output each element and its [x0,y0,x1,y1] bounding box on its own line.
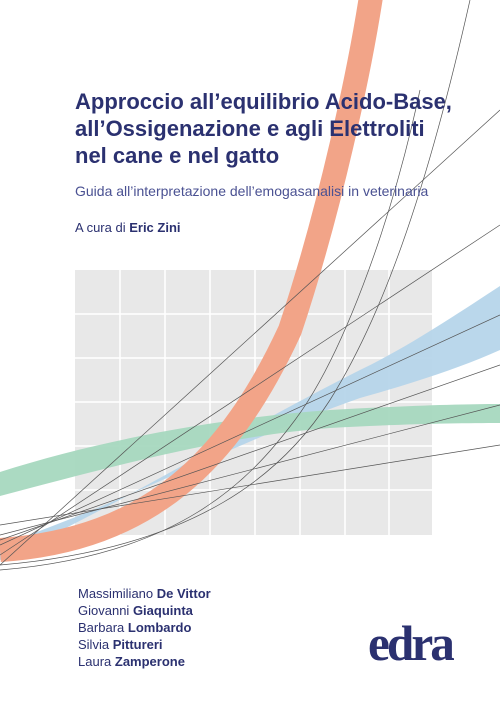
publisher-logo: edra [368,615,454,670]
author-item: Barbara Lombardo [78,619,211,636]
author-first-name: Giovanni [78,603,130,618]
author-first-name: Silvia [78,637,110,652]
title-line: Approccio all’equilibrio Acido-Base, [75,89,452,114]
author-item: Laura Zamperone [78,653,211,670]
editor-name: Eric Zini [129,220,181,235]
title-line: nel cane e nel gatto [75,143,280,168]
author-item: Massimiliano De Vittor [78,585,211,602]
editor-credit: A cura di Eric Zini [75,220,181,235]
book-subtitle: Guida all’interpretazione dell’emogasana… [75,183,429,199]
salmon-band [0,0,383,562]
author-item: Giovanni Giaquinta [78,602,211,619]
author-item: Silvia Pittureri [78,636,211,653]
author-last-name: Giaquinta [132,603,193,618]
title-line: all’Ossigenazione e agli Elettroliti [75,116,425,141]
author-first-name: Massimiliano [78,586,154,601]
author-last-name: Zamperone [114,654,185,669]
book-title: Approccio all’equilibrio Acido-Base, all… [75,88,485,169]
thin-curves [0,0,500,571]
editor-prefix: A cura di [75,220,126,235]
publisher-logo-text: edra [368,615,454,670]
author-first-name: Barbara [78,620,125,635]
author-list: Massimiliano De Vittor Giovanni Giaquint… [78,585,211,670]
author-last-name: Pittureri [112,637,163,652]
author-first-name: Laura [78,654,112,669]
author-last-name: Lombardo [127,620,192,635]
author-last-name: De Vittor [156,586,211,601]
